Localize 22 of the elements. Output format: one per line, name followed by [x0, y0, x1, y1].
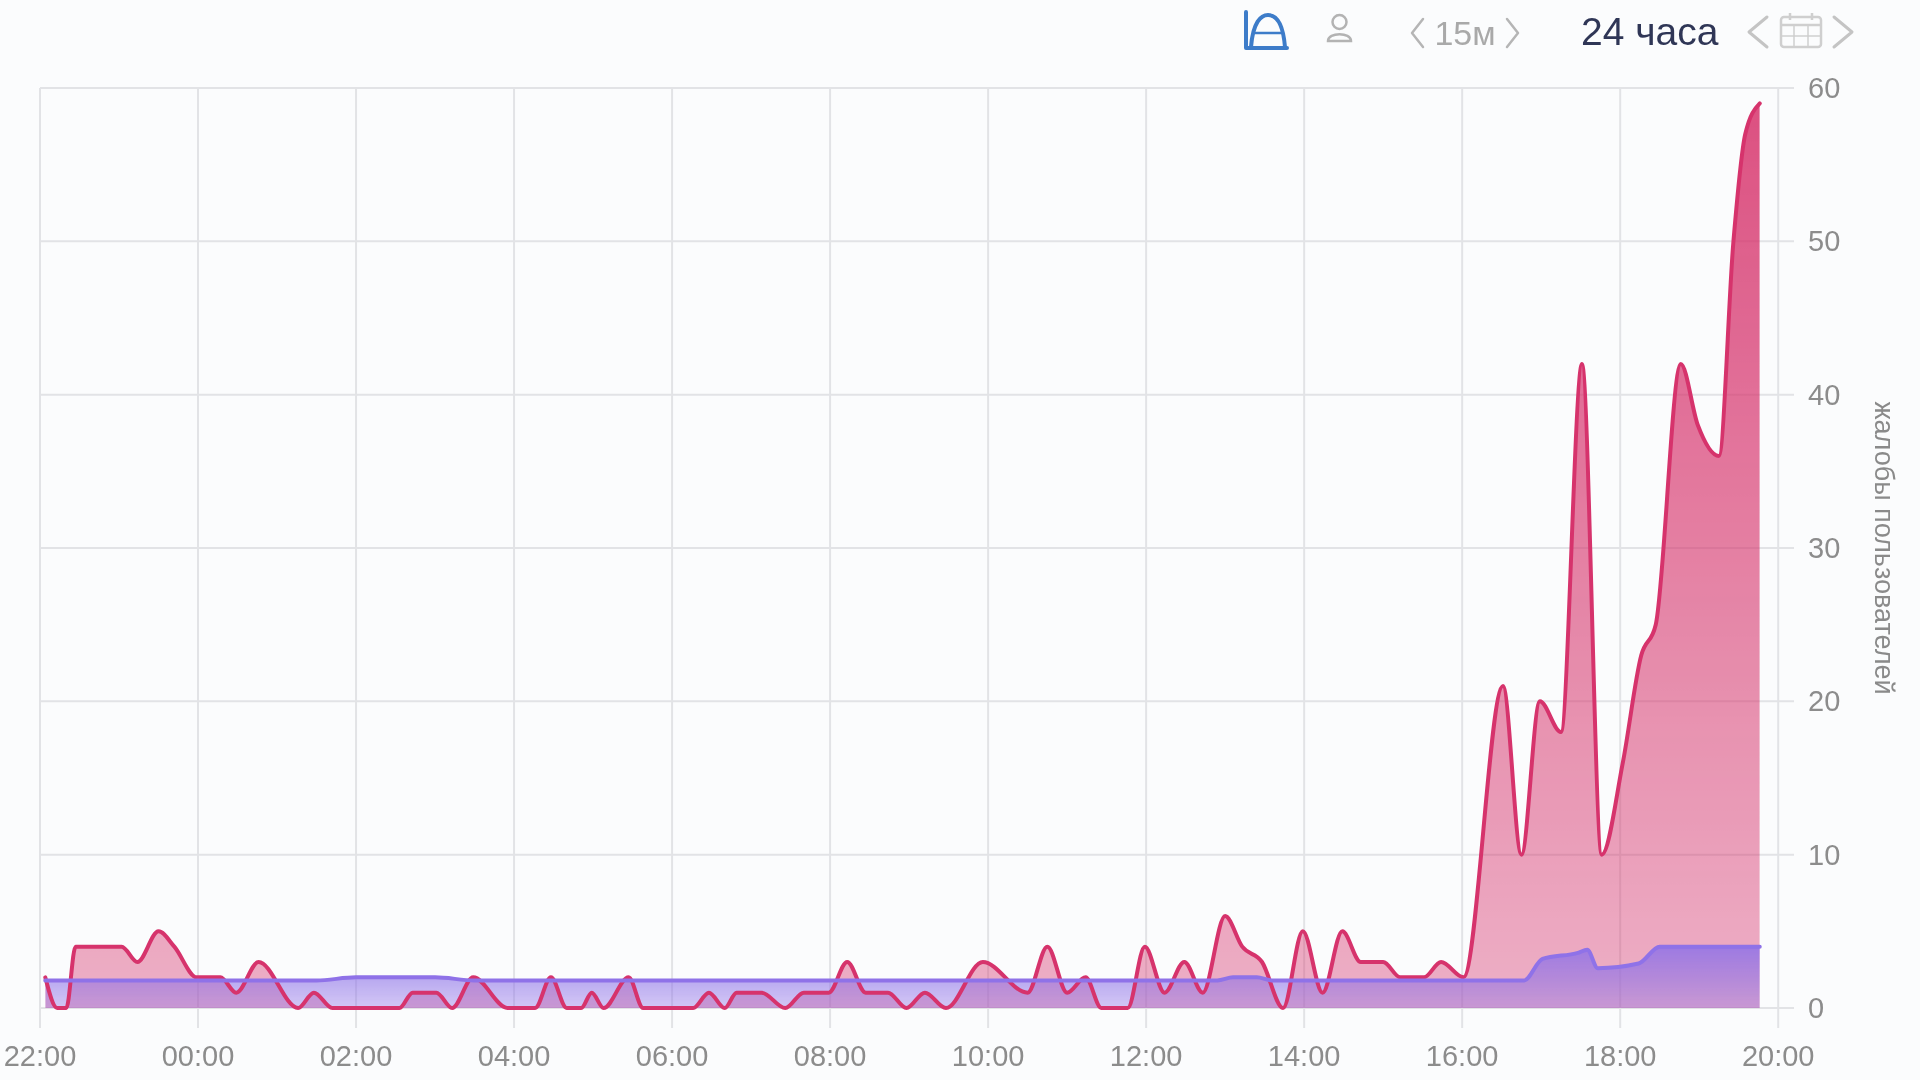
text: 15м [1434, 14, 1496, 52]
x-tick-label: 18:00 [1583, 1040, 1657, 1072]
x-tick-label: 06:00 [635, 1040, 709, 1072]
y-tick-label: 50 [1808, 225, 1841, 258]
y-tick-label: 30 [1808, 532, 1841, 564]
x-tick-label: 12:00 [1109, 1040, 1183, 1072]
y-tick-label: 20 [1808, 685, 1841, 718]
x-tick-label: 10:00 [951, 1040, 1025, 1072]
x-tick-label: 16:00 [1425, 1040, 1499, 1072]
x-tick-label: 14:00 [1267, 1040, 1341, 1072]
y-tick-label: 60 [1808, 72, 1841, 104]
y-tick-label: 40 [1808, 378, 1841, 411]
y-tick-label: 10 [1808, 838, 1841, 871]
text: 24 часа [1581, 10, 1719, 53]
x-tick-label: 04:00 [477, 1040, 551, 1072]
y-axis-title: жалобы пользователей [1869, 401, 1899, 695]
x-tick-label: 02:00 [319, 1040, 393, 1072]
x-tick-label: 20:00 [1741, 1040, 1815, 1072]
y-tick-label: 0 [1808, 992, 1825, 1024]
x-tick-label: 22:00 [3, 1040, 77, 1072]
x-tick-label: 00:00 [161, 1040, 235, 1072]
x-tick-label: 08:00 [793, 1040, 867, 1072]
